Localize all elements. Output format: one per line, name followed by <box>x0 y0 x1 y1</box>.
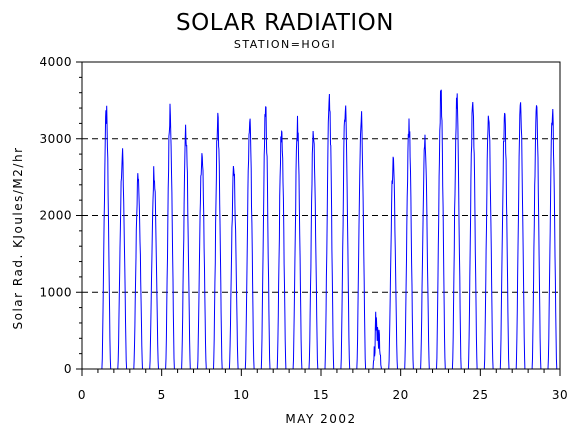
chart-subtitle: STATION=HOGI <box>234 38 336 51</box>
x-tick-label-30: 30 <box>552 388 568 402</box>
axes: 0 1000 2000 3000 4000 0 5 10 15 20 25 30 <box>39 55 568 402</box>
x-tick-label-25: 25 <box>472 388 488 402</box>
y-tick-label-0: 0 <box>64 362 72 376</box>
y-axis-title: Solar Rad. KJoules/M2/hr <box>11 146 25 329</box>
x-tick-label-20: 20 <box>393 388 409 402</box>
x-tick-label-0: 0 <box>78 388 86 402</box>
y-tick-label-1000: 1000 <box>39 285 72 299</box>
y-tick-label-4000: 4000 <box>39 55 72 69</box>
x-tick-label-15: 15 <box>313 388 329 402</box>
y-tick-label-3000: 3000 <box>39 132 72 146</box>
x-tick-label-5: 5 <box>158 388 166 402</box>
y-tick-label-2000: 2000 <box>39 209 72 223</box>
x-tick-label-10: 10 <box>233 388 249 402</box>
series-line-group <box>101 89 560 370</box>
chart-title: SOLAR RADIATION <box>176 10 394 36</box>
x-axis-title: MAY 2002 <box>285 412 356 426</box>
solar-radiation-line <box>101 89 560 370</box>
